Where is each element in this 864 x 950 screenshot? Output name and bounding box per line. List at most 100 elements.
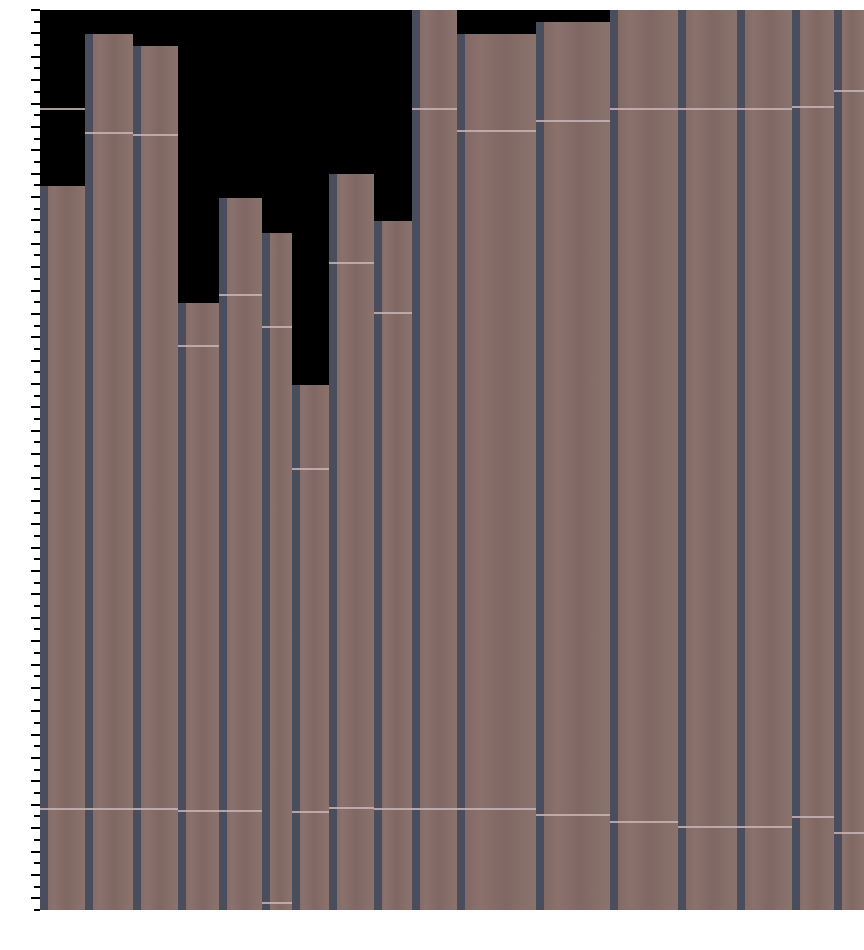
plank-gap [85,34,93,910]
y-tick [34,394,40,397]
cut-line [737,108,792,110]
y-tick [34,651,40,654]
y-tick [34,184,40,187]
y-tick [31,523,40,526]
cut-line [412,808,457,810]
plank [40,108,85,910]
plank-gap [292,385,300,910]
y-tick [34,862,40,865]
cut-line [178,810,219,812]
plank [834,10,864,910]
cut-line [678,108,737,110]
y-tick [34,815,40,818]
cut-line [678,826,737,828]
cut-line [219,810,262,812]
y-tick [31,172,40,175]
y-tick [31,219,40,222]
y-tick [34,207,40,210]
y-tick [31,102,40,105]
y-tick [34,675,40,678]
plank-gap [374,221,382,910]
cut-line [85,808,133,810]
y-tick [31,55,40,58]
plank [133,46,178,910]
y-tick [31,125,40,128]
y-tick [34,464,40,467]
cut-line [374,808,412,810]
plank-gap [536,22,544,910]
cut-line [329,807,374,809]
y-tick [31,546,40,549]
cut-line [610,821,678,823]
wood-planks-image [40,10,864,910]
y-tick [34,137,40,140]
plank [536,22,610,910]
y-tick [34,254,40,257]
cut-line [40,808,85,810]
cut-line [40,108,85,110]
plank-gap [412,10,420,910]
y-tick [34,231,40,234]
y-tick [34,44,40,47]
cut-line [536,814,610,816]
y-tick [31,780,40,783]
cut-line [85,132,133,134]
plank [329,174,374,910]
plank [178,303,219,910]
y-tick [34,511,40,514]
y-tick [34,347,40,350]
cut-line [292,811,329,813]
y-tick [34,301,40,304]
cut-line [374,312,412,314]
y-tick [34,67,40,70]
y-tick [31,640,40,643]
y-tick [31,897,40,900]
cut-line [412,108,457,110]
y-tick [34,160,40,163]
y-tick [31,733,40,736]
y-tick [34,768,40,771]
y-tick [31,242,40,245]
y-tick [34,885,40,888]
plank-gap [737,10,745,910]
y-tick [34,277,40,280]
y-tick [34,114,40,117]
y-tick [31,803,40,806]
plank-gap [262,233,270,910]
y-tick [34,838,40,841]
cut-line [457,808,536,810]
y-tick [31,336,40,339]
cut-line [133,134,178,136]
plank-gap [792,10,800,910]
cut-line [262,326,292,328]
y-tick [31,266,40,269]
y-tick [31,32,40,35]
plank [412,10,457,910]
cut-line [792,816,834,818]
y-tick [31,79,40,82]
plank [610,10,678,910]
y-tick [31,196,40,198]
y-tick [34,698,40,701]
y-tick [34,324,40,327]
y-tick [31,710,40,713]
y-tick [34,488,40,491]
y-tick [31,453,40,456]
y-tick [34,418,40,421]
y-tick [31,663,40,666]
y-tick [31,757,40,760]
y-tick [31,359,40,362]
cut-line [610,108,678,110]
y-tick [31,686,40,689]
plank [292,385,329,910]
plank [678,10,737,910]
plank [737,10,792,910]
y-tick [31,383,40,386]
y-tick [31,476,40,479]
plank [85,34,133,910]
cut-line [329,262,374,264]
cut-line [219,294,262,296]
y-tick [31,616,40,619]
y-tick [31,499,40,502]
y-tick [31,570,40,573]
